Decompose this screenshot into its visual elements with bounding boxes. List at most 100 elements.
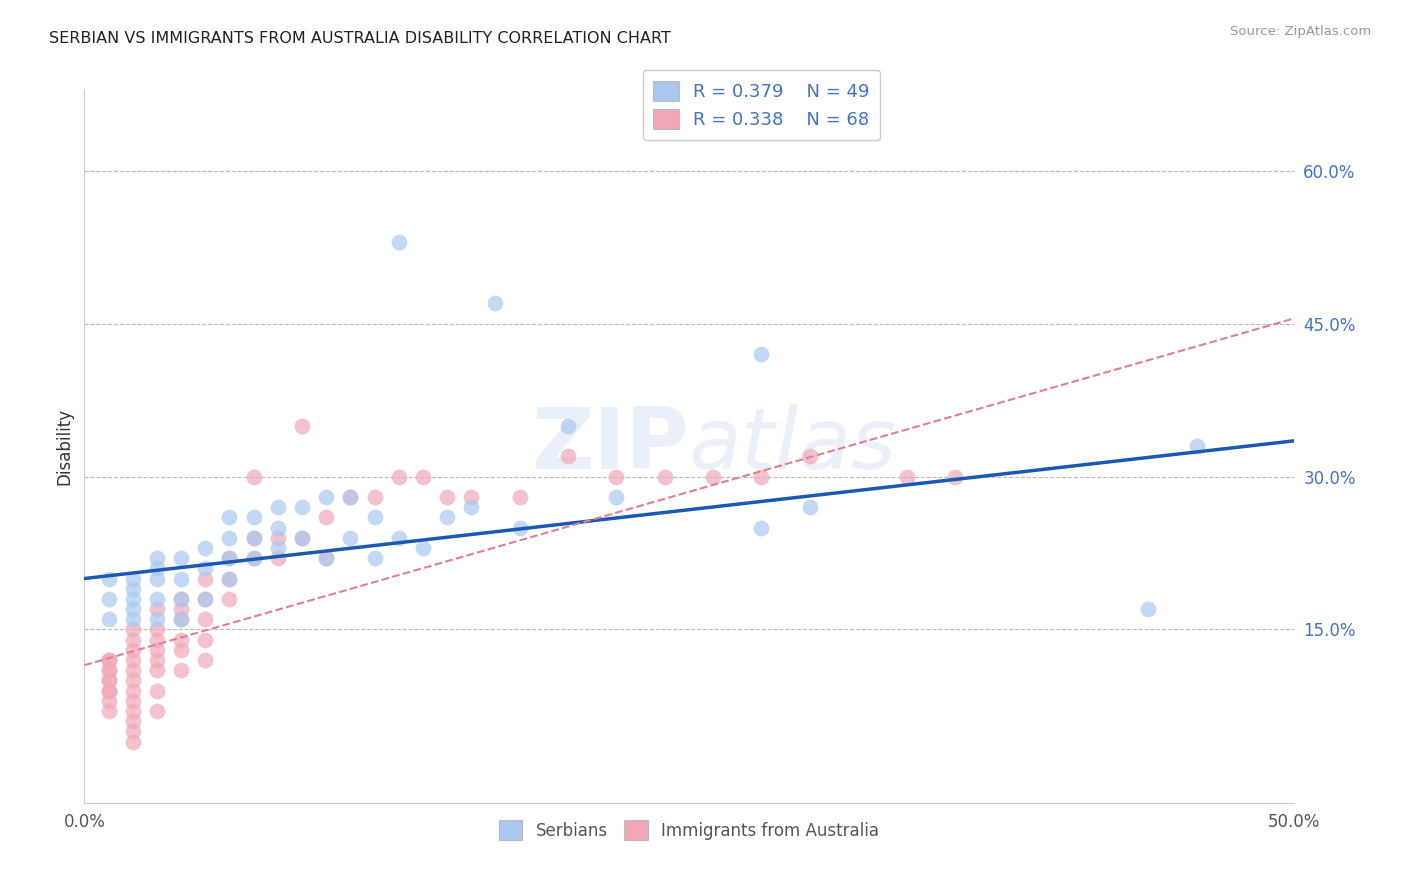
Point (388, 469, 411, 483)
Point (121, 643, 143, 657)
Point (267, 531, 290, 545)
Point (146, 632, 169, 647)
Point (170, 591, 193, 606)
Point (363, 510, 385, 524)
Point (121, 632, 143, 647)
Point (194, 572, 217, 586)
Point (97, 663, 120, 677)
Point (146, 561, 169, 575)
Point (146, 612, 169, 626)
Point (242, 531, 264, 545)
Point (896, 469, 918, 483)
Point (218, 510, 240, 524)
Legend: Serbians, Immigrants from Australia: Serbians, Immigrants from Australia (491, 812, 887, 848)
Point (218, 591, 240, 606)
Point (146, 623, 169, 637)
Point (412, 469, 434, 483)
Point (121, 572, 143, 586)
Point (339, 531, 361, 545)
Point (460, 500, 482, 515)
Point (291, 418, 314, 433)
Point (97, 572, 120, 586)
Point (121, 653, 143, 667)
Point (121, 612, 143, 626)
Point (121, 724, 143, 739)
Point (751, 469, 773, 483)
Point (97, 673, 120, 688)
Point (170, 612, 193, 626)
Point (146, 704, 169, 718)
Point (194, 653, 217, 667)
Point (121, 683, 143, 698)
Point (146, 683, 169, 698)
Point (146, 653, 169, 667)
Point (751, 520, 773, 534)
Point (121, 734, 143, 748)
Point (170, 632, 193, 647)
Point (146, 591, 169, 606)
Point (388, 235, 411, 249)
Point (194, 612, 217, 626)
Point (121, 623, 143, 637)
Point (484, 296, 506, 310)
Point (702, 469, 724, 483)
Point (315, 551, 337, 566)
Point (242, 551, 264, 566)
Point (146, 643, 169, 657)
Point (339, 490, 361, 504)
Point (460, 490, 482, 504)
Point (218, 572, 240, 586)
Point (799, 449, 821, 463)
Point (218, 551, 240, 566)
Point (146, 663, 169, 677)
Point (121, 694, 143, 708)
Point (121, 591, 143, 606)
Point (363, 551, 385, 566)
Point (97, 683, 120, 698)
Point (605, 469, 627, 483)
Point (97, 673, 120, 688)
Point (146, 572, 169, 586)
Point (291, 500, 314, 515)
Point (218, 551, 240, 566)
Point (121, 582, 143, 596)
Point (146, 602, 169, 616)
Point (291, 531, 314, 545)
Point (121, 663, 143, 677)
Point (654, 469, 676, 483)
Point (242, 469, 264, 483)
Point (943, 469, 966, 483)
Point (218, 572, 240, 586)
Point (170, 551, 193, 566)
Point (267, 500, 290, 515)
Point (388, 531, 411, 545)
Point (194, 561, 217, 575)
Point (170, 663, 193, 677)
Text: ZIP: ZIP (531, 404, 689, 488)
Point (97, 704, 120, 718)
Point (97, 683, 120, 698)
Text: atlas: atlas (689, 404, 897, 488)
Point (218, 531, 240, 545)
Point (315, 510, 337, 524)
Point (291, 531, 314, 545)
Point (267, 520, 290, 534)
Point (170, 591, 193, 606)
Point (799, 500, 821, 515)
Point (605, 490, 627, 504)
Point (97, 694, 120, 708)
Point (194, 591, 217, 606)
Point (170, 602, 193, 616)
Point (194, 541, 217, 555)
Point (146, 551, 169, 566)
Y-axis label: Disability: Disability (55, 408, 73, 484)
Point (509, 490, 531, 504)
Point (170, 643, 193, 657)
Point (242, 551, 264, 566)
Point (121, 704, 143, 718)
Point (97, 653, 120, 667)
Point (97, 663, 120, 677)
Point (194, 591, 217, 606)
Text: SERBIAN VS IMMIGRANTS FROM AUSTRALIA DISABILITY CORRELATION CHART: SERBIAN VS IMMIGRANTS FROM AUSTRALIA DIS… (49, 31, 671, 46)
Point (436, 490, 458, 504)
